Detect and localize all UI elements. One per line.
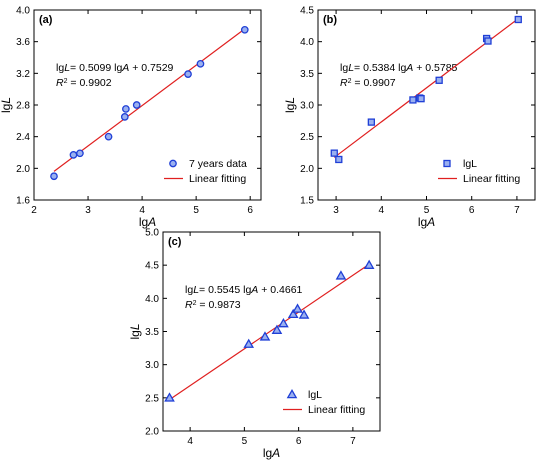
y-tick-label-c: 5.0 bbox=[145, 228, 159, 239]
y-tick-label-a: 2.8 bbox=[16, 101, 30, 112]
x-tick-label-c: 5 bbox=[242, 436, 248, 447]
equation-b: lgL= 0.5384 lgA + 0.5785 bbox=[340, 62, 458, 74]
panel-label-a: (a) bbox=[39, 14, 53, 26]
x-tick-label-b: 3 bbox=[333, 205, 339, 216]
legend-marker-a bbox=[169, 159, 177, 168]
equation-c: lgL= 0.5545 lgA + 0.4661 bbox=[185, 284, 303, 296]
data-point-c bbox=[243, 338, 255, 348]
panel-b: (b) lgL= 0.5384 lgA + 0.5785 R2 = 0.9907… bbox=[283, 6, 536, 229]
data-point-c bbox=[278, 318, 289, 328]
data-point-a bbox=[184, 70, 192, 78]
y-axis-label-a: lgL bbox=[0, 97, 13, 113]
panel-c: (c) lgL= 0.5545 lgA + 0.4661 R2 = 0.9873… bbox=[128, 228, 381, 460]
data-point-c bbox=[164, 392, 175, 402]
x-tick-label-b: 4 bbox=[379, 205, 385, 216]
x-tick-label-c: 6 bbox=[296, 436, 302, 447]
data-point-a bbox=[132, 101, 141, 109]
x-axis-label-c: lgA bbox=[263, 446, 280, 460]
data-point-a bbox=[50, 172, 58, 181]
fit-line-c bbox=[169, 263, 370, 401]
r-squared-b: R2 = 0.9907 bbox=[340, 77, 396, 89]
x-tick-label-c: 7 bbox=[350, 436, 356, 447]
r-squared-c: R2 = 0.9873 bbox=[185, 299, 241, 311]
legend-entry-data-a: 7 years data bbox=[189, 158, 247, 170]
y-tick-label-c: 4.0 bbox=[145, 294, 159, 305]
x-tick-label-a: 5 bbox=[193, 205, 199, 216]
data-point-b bbox=[417, 95, 425, 103]
y-tick-label-c: 4.5 bbox=[145, 261, 159, 272]
legend-entry-fit-c: Linear fitting bbox=[308, 404, 365, 416]
x-axis-label-a: lgA bbox=[139, 215, 156, 229]
y-tick-label-c: 2.5 bbox=[145, 393, 159, 404]
x-axis-label-b: lgA bbox=[418, 215, 435, 229]
y-tick-label-a: 3.2 bbox=[16, 69, 30, 80]
data-point-b bbox=[514, 15, 522, 24]
data-point-a bbox=[104, 132, 113, 141]
data-point-b bbox=[484, 37, 492, 45]
legend-entry-fit-b: Linear fitting bbox=[463, 173, 520, 185]
legend-marker-c bbox=[286, 388, 298, 399]
fit-line-a bbox=[53, 28, 246, 172]
legend-marker-b bbox=[443, 159, 451, 168]
plot-frame-a bbox=[33, 9, 262, 201]
panel-a: (a) lgL= 0.5099 lgA + 0.7529 R2 = 0.9902… bbox=[0, 6, 262, 229]
y-tick-label-b: 3.5 bbox=[300, 69, 314, 80]
y-tick-label-c: 3.0 bbox=[145, 360, 159, 371]
data-point-a bbox=[69, 151, 78, 159]
x-tick-label-a: 4 bbox=[139, 205, 145, 216]
x-tick-label-a: 3 bbox=[85, 205, 91, 216]
panel-label-b: (b) bbox=[323, 14, 337, 26]
x-tick-label-b: 6 bbox=[469, 205, 475, 216]
y-tick-label-a: 2.4 bbox=[16, 132, 30, 143]
y-axis-label-b: lgL bbox=[283, 97, 297, 113]
y-tick-label-a: 3.6 bbox=[16, 37, 30, 48]
y-tick-label-b: 2.5 bbox=[300, 132, 314, 143]
data-point-c bbox=[335, 270, 347, 280]
equation-a: lgL= 0.5099 lgA + 0.7529 bbox=[56, 62, 174, 74]
data-point-a bbox=[122, 105, 130, 113]
y-tick-label-b: 4.0 bbox=[300, 37, 314, 48]
data-point-c bbox=[259, 331, 271, 341]
data-point-c bbox=[363, 259, 375, 269]
x-tick-label-b: 5 bbox=[424, 205, 430, 216]
panel-label-c: (c) bbox=[168, 236, 182, 248]
data-point-c bbox=[271, 324, 283, 334]
data-point-a bbox=[120, 113, 129, 121]
data-point-b bbox=[409, 96, 417, 104]
data-point-a bbox=[76, 149, 84, 158]
x-tick-label-a: 6 bbox=[247, 205, 253, 216]
y-tick-label-b: 1.5 bbox=[300, 196, 314, 207]
y-tick-label-a: 1.6 bbox=[16, 196, 30, 207]
y-tick-label-b: 4.5 bbox=[300, 6, 314, 17]
data-point-b bbox=[367, 118, 375, 126]
data-point-a bbox=[196, 59, 205, 68]
y-tick-label-a: 2.0 bbox=[16, 164, 30, 175]
y-tick-label-a: 4.0 bbox=[16, 6, 30, 17]
data-point-c bbox=[298, 309, 310, 319]
legend-entry-fit-a: Linear fitting bbox=[189, 173, 246, 185]
x-tick-label-c: 4 bbox=[187, 436, 193, 447]
legend-entry-data-c: lgL bbox=[308, 389, 322, 401]
r-squared-a: R2 = 0.9902 bbox=[56, 77, 112, 89]
y-tick-label-c: 2.0 bbox=[145, 427, 159, 438]
y-tick-label-c: 3.5 bbox=[145, 327, 159, 338]
data-point-b bbox=[435, 76, 443, 84]
plot-frame-b bbox=[317, 9, 536, 201]
x-tick-label-a: 2 bbox=[31, 205, 37, 216]
y-tick-label-b: 3.0 bbox=[300, 101, 314, 112]
y-tick-label-b: 2.0 bbox=[300, 164, 314, 175]
data-point-b bbox=[330, 149, 338, 157]
data-point-a bbox=[240, 25, 249, 34]
x-tick-label-b: 7 bbox=[514, 205, 520, 216]
data-point-c bbox=[287, 308, 299, 319]
legend-entry-data-b: lgL bbox=[463, 158, 477, 170]
data-point-b bbox=[335, 155, 343, 164]
data-point-c bbox=[292, 303, 303, 313]
y-axis-label-c: lgL bbox=[128, 323, 142, 339]
plot-frame-c bbox=[162, 231, 381, 432]
